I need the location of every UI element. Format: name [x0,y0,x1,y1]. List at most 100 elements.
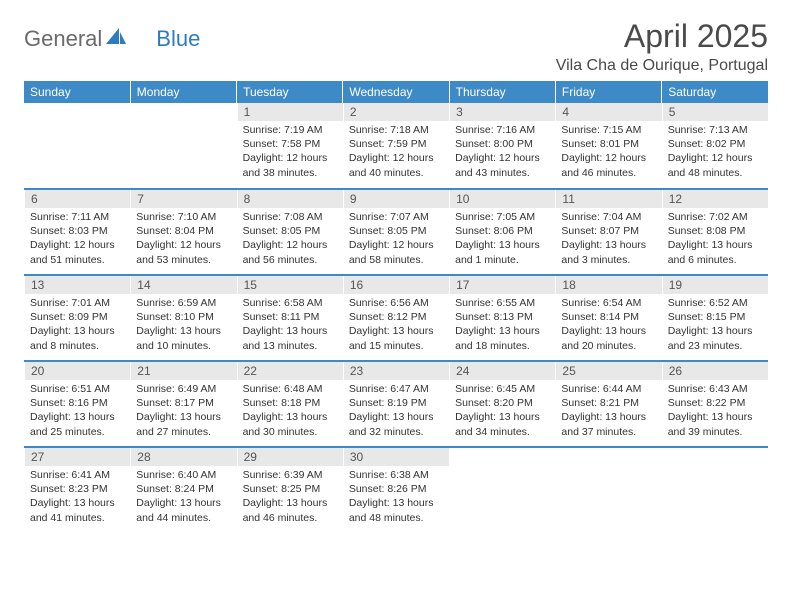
daylight-line: Daylight: 13 hours and 13 minutes. [243,324,337,352]
day-cell: 20Sunrise: 6:51 AMSunset: 8:16 PMDayligh… [24,361,130,447]
day-number: 29 [237,448,343,466]
day-number [555,448,661,466]
day-number: 30 [343,448,449,466]
daylight-line: Daylight: 12 hours and 48 minutes. [668,151,762,179]
sunrise-line: Sunrise: 7:18 AM [349,123,443,137]
day-cell [24,103,130,189]
sunrise-line: Sunrise: 6:40 AM [136,468,230,482]
sunrise-line: Sunrise: 6:56 AM [349,296,443,310]
day-header-row: Sunday Monday Tuesday Wednesday Thursday… [24,81,768,103]
daylight-line: Daylight: 13 hours and 41 minutes. [30,496,124,524]
sunset-line: Sunset: 8:05 PM [349,224,443,238]
daylight-line: Daylight: 13 hours and 6 minutes. [668,238,762,266]
day-number: 6 [24,190,130,208]
daylight-line: Daylight: 12 hours and 38 minutes. [243,151,337,179]
title-block: April 2025 Vila Cha de Ourique, Portugal [556,18,768,75]
day-number: 13 [24,276,130,294]
week-row: 13Sunrise: 7:01 AMSunset: 8:09 PMDayligh… [24,275,768,361]
sunrise-line: Sunrise: 6:52 AM [668,296,762,310]
day-content: Sunrise: 7:10 AMSunset: 8:04 PMDaylight:… [130,208,236,269]
day-content: Sunrise: 6:40 AMSunset: 8:24 PMDaylight:… [130,466,236,527]
daylight-line: Daylight: 13 hours and 34 minutes. [455,410,549,438]
day-number: 19 [662,276,768,294]
day-number: 20 [24,362,130,380]
sunrise-line: Sunrise: 6:49 AM [136,382,230,396]
day-content: Sunrise: 7:05 AMSunset: 8:06 PMDaylight:… [449,208,555,269]
day-number: 21 [130,362,236,380]
daylight-line: Daylight: 13 hours and 32 minutes. [349,410,443,438]
day-number: 5 [662,103,768,121]
sunset-line: Sunset: 8:26 PM [349,482,443,496]
sunset-line: Sunset: 8:22 PM [668,396,762,410]
sunset-line: Sunset: 8:07 PM [561,224,655,238]
sunrise-line: Sunrise: 6:47 AM [349,382,443,396]
day-content: Sunrise: 6:58 AMSunset: 8:11 PMDaylight:… [237,294,343,355]
day-content: Sunrise: 7:18 AMSunset: 7:59 PMDaylight:… [343,121,449,182]
day-number: 4 [555,103,661,121]
day-cell: 1Sunrise: 7:19 AMSunset: 7:58 PMDaylight… [237,103,343,189]
day-number: 22 [237,362,343,380]
sunrise-line: Sunrise: 7:07 AM [349,210,443,224]
sunrise-line: Sunrise: 7:15 AM [561,123,655,137]
day-content: Sunrise: 7:15 AMSunset: 8:01 PMDaylight:… [555,121,661,182]
daylight-line: Daylight: 13 hours and 25 minutes. [30,410,124,438]
logo-sail-icon [106,28,126,51]
day-number: 18 [555,276,661,294]
calendar-table: Sunday Monday Tuesday Wednesday Thursday… [24,81,768,533]
day-cell: 11Sunrise: 7:04 AMSunset: 8:07 PMDayligh… [555,189,661,275]
day-cell: 16 Sunrise: 6:56 AMSunset: 8:12 PMDayligh… [343,275,449,361]
day-number [662,448,768,466]
daylight-line: Daylight: 13 hours and 15 minutes. [349,324,443,352]
day-number: 11 [555,190,661,208]
sunset-line: Sunset: 8:17 PM [136,396,230,410]
day-header: Wednesday [343,81,449,103]
sunrise-line: Sunrise: 6:43 AM [668,382,762,396]
day-content: Sunrise: 7:11 AMSunset: 8:03 PMDaylight:… [24,208,130,269]
sunrise-line: Sunrise: 6:39 AM [243,468,337,482]
day-number: 3 [449,103,555,121]
sunset-line: Sunset: 8:12 PM [349,310,443,324]
day-cell: 10Sunrise: 7:05 AMSunset: 8:06 PMDayligh… [449,189,555,275]
day-cell: 13Sunrise: 7:01 AMSunset: 8:09 PMDayligh… [24,275,130,361]
day-cell: 4Sunrise: 7:15 AMSunset: 8:01 PMDaylight… [555,103,661,189]
daylight-line: Daylight: 13 hours and 3 minutes. [561,238,655,266]
day-number: 16 [343,276,449,294]
day-cell: 17Sunrise: 6:55 AMSunset: 8:13 PMDayligh… [449,275,555,361]
day-cell [662,447,768,533]
sunset-line: Sunset: 8:09 PM [30,310,124,324]
week-row: 20Sunrise: 6:51 AMSunset: 8:16 PMDayligh… [24,361,768,447]
daylight-line: Daylight: 13 hours and 23 minutes. [668,324,762,352]
sunset-line: Sunset: 7:58 PM [243,137,337,151]
sunrise-line: Sunrise: 7:10 AM [136,210,230,224]
day-cell: 15Sunrise: 6:58 AMSunset: 8:11 PMDayligh… [237,275,343,361]
day-header: Friday [555,81,661,103]
sunset-line: Sunset: 8:20 PM [455,396,549,410]
day-cell: 9Sunrise: 7:07 AMSunset: 8:05 PMDaylight… [343,189,449,275]
day-number: 23 [343,362,449,380]
day-content: Sunrise: 7:19 AMSunset: 7:58 PMDaylight:… [237,121,343,182]
day-number: 25 [555,362,661,380]
location: Vila Cha de Ourique, Portugal [556,57,768,75]
sunset-line: Sunset: 8:25 PM [243,482,337,496]
sunset-line: Sunset: 8:06 PM [455,224,549,238]
sunset-line: Sunset: 8:14 PM [561,310,655,324]
sunset-line: Sunset: 8:04 PM [136,224,230,238]
day-cell: 24Sunrise: 6:45 AMSunset: 8:20 PMDayligh… [449,361,555,447]
sunrise-line: Sunrise: 6:41 AM [30,468,124,482]
day-number [130,103,236,121]
day-number: 14 [130,276,236,294]
day-cell [555,447,661,533]
week-row: 1Sunrise: 7:19 AMSunset: 7:58 PMDaylight… [24,103,768,189]
day-number: 28 [130,448,236,466]
sunset-line: Sunset: 8:00 PM [455,137,549,151]
daylight-line: Daylight: 12 hours and 46 minutes. [561,151,655,179]
day-content: Sunrise: 6:47 AMSunset: 8:19 PMDaylight:… [343,380,449,441]
sunset-line: Sunset: 8:16 PM [30,396,124,410]
daylight-line: Daylight: 13 hours and 20 minutes. [561,324,655,352]
sunset-line: Sunset: 8:21 PM [561,396,655,410]
sunset-line: Sunset: 8:05 PM [243,224,337,238]
day-number: 26 [662,362,768,380]
day-number: 1 [237,103,343,121]
day-number: 12 [662,190,768,208]
day-number: 8 [237,190,343,208]
